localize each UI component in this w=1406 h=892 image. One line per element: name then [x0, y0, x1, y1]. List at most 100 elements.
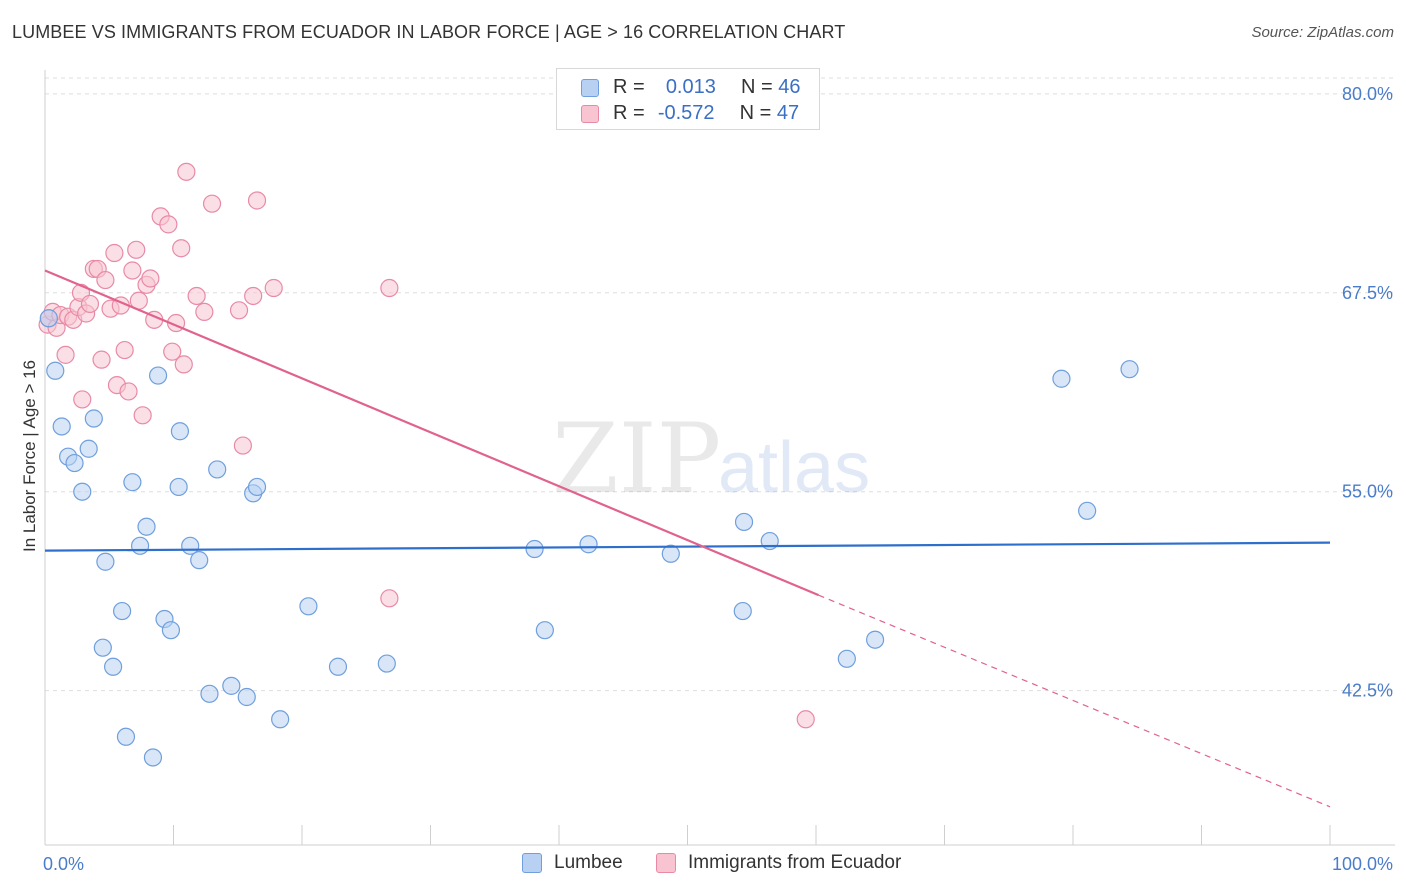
watermark: ZIP atlas: [552, 403, 870, 515]
lumbee-point-5: [73, 482, 92, 501]
ecuador-point-5: [56, 345, 75, 364]
lumbee-point-9: [96, 552, 115, 571]
lumbee-point-42: [866, 630, 885, 649]
lumbee-point-12: [116, 727, 136, 746]
lumbee-point-23: [190, 551, 209, 570]
ecuador-point-15: [92, 350, 111, 369]
lumbee-point-20: [170, 422, 190, 441]
lumbee-point-13: [123, 473, 142, 492]
x-tick-label-0: 0.0%: [43, 854, 84, 874]
lumbee-point-24: [200, 684, 219, 703]
ecuador-point-23: [123, 261, 142, 280]
lumbee-point-41: [837, 649, 856, 668]
lumbee-point-14: [130, 536, 150, 555]
lumbee-point-2: [52, 417, 71, 436]
trend-lines: [44, 269, 1331, 808]
legend-swatch-lumbee: [581, 79, 599, 97]
bottom-legend-label-lumbee: Lumbee: [554, 852, 623, 873]
ecuador-point-24: [127, 240, 146, 259]
lumbee-point-1: [46, 361, 65, 380]
ecuador-point-36: [177, 162, 196, 181]
lumbee-point-45: [1120, 360, 1139, 379]
ecuador-point-46: [380, 589, 399, 608]
grid-lines: [45, 77, 1395, 692]
bottom-legend-label-ecuador: Immigrants from Ecuador: [688, 852, 902, 873]
y-tick-labels: 42.5% 55.0% 67.5% 80.0%: [1342, 84, 1393, 701]
lumbee-point-25: [208, 460, 227, 479]
ecuador-point-37: [187, 286, 206, 306]
ecuador-point-35: [174, 355, 193, 374]
ecuador-point-45: [380, 278, 399, 298]
x-tick-label-1: 100.0%: [1332, 854, 1393, 874]
ecuador-point-28: [141, 269, 160, 288]
trend-line-lumbee: [44, 541, 1331, 552]
lumbee-point-32: [328, 657, 348, 676]
lumbee-point-36: [579, 535, 598, 554]
legend-n-value-ecuador: 47: [776, 102, 800, 124]
correlation-legend: R = 0.013 N = 46 R = -0.572 N = 47: [556, 68, 820, 130]
x-tick-labels: 0.0% 100.0%: [43, 854, 1393, 874]
chart-source: Source: ZipAtlas.com: [1251, 24, 1394, 41]
lumbee-point-34: [525, 539, 544, 559]
ecuador-point-26: [133, 406, 152, 425]
watermark-atlas: atlas: [718, 428, 870, 508]
bottom-legend-swatch-lumbee: [522, 853, 542, 873]
ecuador-point-42: [244, 286, 263, 306]
y-axis-label: In Labor Force | Age > 16: [20, 360, 39, 552]
legend-n-label: N =: [739, 102, 772, 124]
ecuador-point-43: [247, 191, 267, 210]
bottom-legend-swatch-ecuador: [656, 853, 676, 873]
axes: [44, 70, 1395, 846]
ecuador-point-12: [80, 294, 100, 314]
watermark-zip: ZIP: [552, 403, 721, 515]
ecuador-point-10: [73, 390, 92, 409]
y-tick-label-0: 42.5%: [1342, 681, 1393, 701]
legend-r-value-lumbee: 0.013: [665, 76, 716, 98]
ecuador-point-32: [163, 342, 182, 361]
ecuador-point-31: [159, 215, 178, 234]
lumbee-point-27: [237, 687, 256, 707]
trend-line-ecuador: [44, 269, 819, 597]
legend-swatch-ecuador: [581, 105, 599, 123]
lumbee-point-21: [169, 477, 188, 497]
lumbee-point-26: [222, 676, 241, 695]
lumbee-point-33: [377, 654, 396, 673]
ecuador-point-47: [796, 710, 815, 729]
ecuador-point-40: [229, 301, 249, 320]
lumbee-point-15: [137, 517, 156, 536]
series-lumbee-points: [39, 309, 1139, 767]
lumbee-point-11: [112, 601, 132, 621]
lumbee-point-0: [39, 309, 58, 328]
ecuador-point-16: [96, 270, 115, 290]
lumbee-point-38: [733, 601, 752, 621]
legend-n-label: N =: [741, 76, 773, 98]
lumbee-point-6: [79, 439, 98, 458]
lumbee-point-7: [84, 409, 103, 428]
lumbee-point-35: [535, 621, 554, 640]
lumbee-point-44: [1078, 501, 1097, 520]
ecuador-point-22: [119, 382, 138, 401]
y-tick-label-1: 55.0%: [1342, 482, 1393, 502]
lumbee-point-39: [734, 512, 754, 532]
lumbee-point-8: [93, 638, 112, 657]
lumbee-point-19: [161, 621, 181, 640]
ecuador-point-38: [195, 302, 214, 321]
legend-n-value-lumbee: 46: [778, 76, 801, 98]
trend-line-ecuador-extension: [818, 594, 1331, 808]
ecuador-point-44: [264, 278, 283, 298]
y-tick-label-2: 67.5%: [1342, 283, 1393, 303]
y-tick-label-3: 80.0%: [1342, 84, 1393, 104]
lumbee-point-29: [247, 477, 267, 497]
ecuador-point-41: [233, 436, 252, 455]
lumbee-point-30: [271, 710, 290, 729]
lumbee-point-37: [661, 544, 680, 563]
lumbee-point-16: [143, 748, 163, 767]
legend-r-value-ecuador: -0.572: [657, 102, 715, 124]
lumbee-point-10: [104, 657, 123, 676]
lumbee-point-17: [148, 366, 168, 385]
legend-r-label: R =: [613, 76, 645, 98]
ecuador-point-34: [172, 239, 191, 258]
chart-title: LUMBEE VS IMMIGRANTS FROM ECUADOR IN LAB…: [12, 22, 846, 42]
lumbee-point-4: [65, 453, 84, 473]
